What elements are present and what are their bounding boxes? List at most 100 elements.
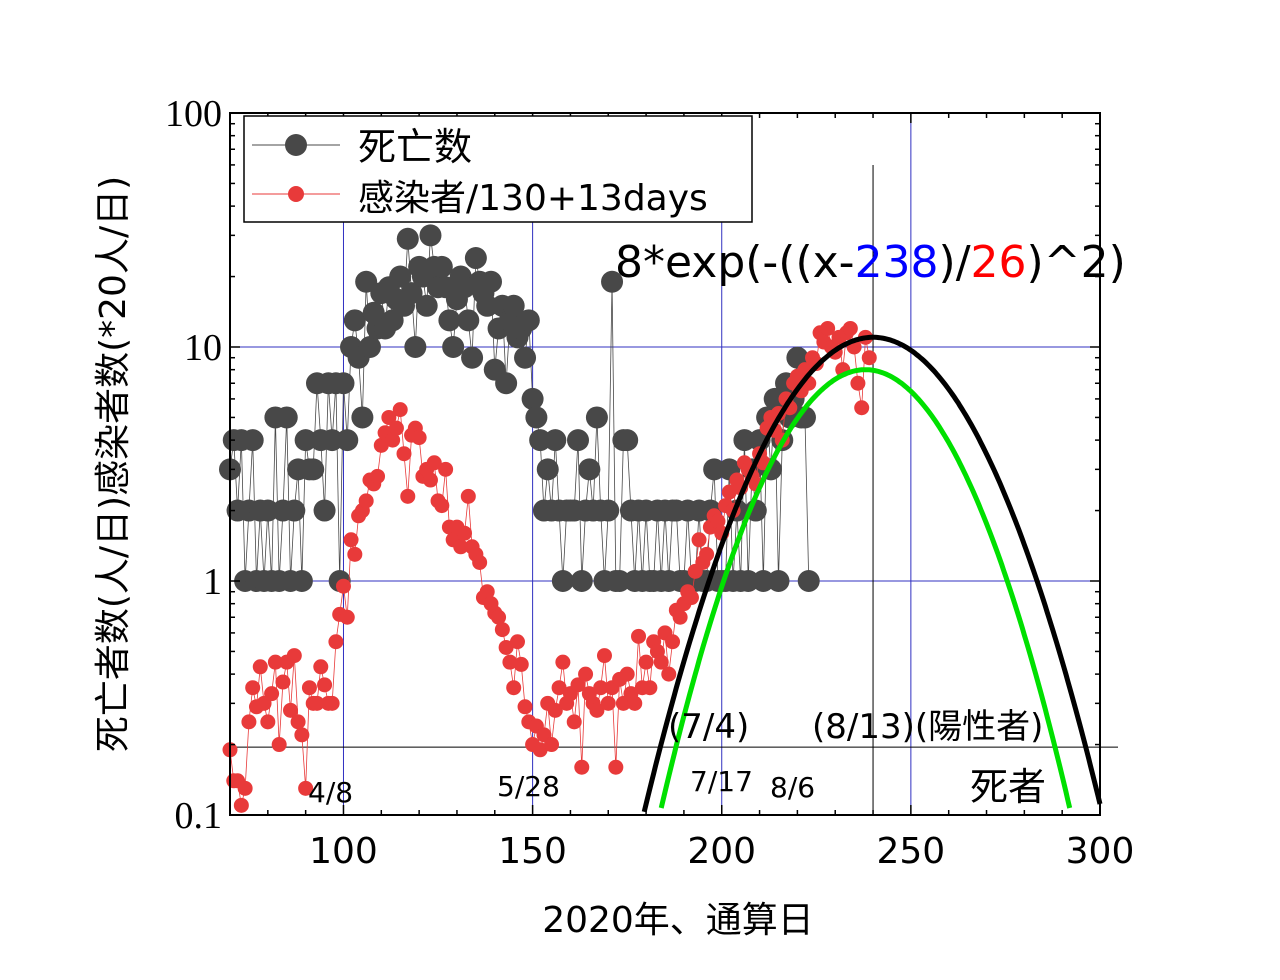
data-point bbox=[513, 656, 529, 672]
data-point bbox=[547, 702, 563, 718]
data-point bbox=[241, 429, 264, 452]
annotation-7-17: 7/17 bbox=[690, 765, 753, 798]
data-point bbox=[237, 780, 253, 796]
data-point bbox=[355, 270, 378, 293]
data-point bbox=[438, 461, 454, 477]
fit-curves bbox=[641, 334, 1103, 813]
data-point bbox=[241, 714, 257, 730]
data-point bbox=[600, 695, 616, 711]
data-point bbox=[373, 437, 389, 453]
data-point bbox=[324, 695, 340, 711]
data-point bbox=[842, 320, 858, 336]
y-tick-label: 100 bbox=[165, 93, 222, 135]
data-point bbox=[767, 570, 790, 592]
data-point bbox=[385, 432, 401, 448]
annotation-8-13: (8/13)(陽性者) bbox=[812, 707, 1043, 747]
data-point bbox=[392, 402, 408, 418]
data-point bbox=[763, 387, 786, 410]
data-point bbox=[388, 420, 404, 436]
data-point bbox=[294, 429, 317, 452]
data-point bbox=[404, 336, 427, 358]
data-point bbox=[544, 737, 560, 753]
data-point bbox=[419, 224, 442, 247]
data-point bbox=[589, 702, 605, 718]
legend-marker-infections bbox=[288, 186, 304, 202]
data-point bbox=[479, 584, 495, 600]
data-point bbox=[525, 406, 548, 429]
data-point bbox=[570, 677, 586, 693]
data-point bbox=[529, 429, 552, 452]
data-point bbox=[683, 590, 699, 606]
data-point bbox=[737, 570, 760, 592]
data-point bbox=[480, 270, 502, 293]
data-point bbox=[672, 609, 688, 625]
data-point bbox=[517, 309, 540, 332]
data-point bbox=[578, 458, 601, 481]
data-point bbox=[298, 780, 314, 796]
data-point bbox=[343, 309, 366, 332]
data-point bbox=[494, 622, 510, 638]
data-point bbox=[256, 499, 279, 522]
data-point bbox=[498, 639, 514, 655]
data-point bbox=[358, 493, 374, 509]
data-point bbox=[321, 429, 344, 452]
data-point bbox=[381, 409, 397, 425]
data-point bbox=[820, 320, 836, 336]
legend: 死亡数 感染者/130+13days bbox=[243, 115, 753, 223]
data-point bbox=[294, 727, 310, 743]
data-point bbox=[532, 742, 548, 758]
data-point bbox=[260, 714, 276, 730]
data-point bbox=[661, 666, 677, 682]
data-point bbox=[653, 654, 669, 670]
annotation-8-6: 8/6 bbox=[770, 771, 815, 804]
data-point bbox=[567, 429, 589, 452]
data-point bbox=[752, 570, 775, 592]
data-point bbox=[332, 372, 355, 395]
data-point bbox=[275, 674, 291, 690]
data-point bbox=[521, 387, 544, 410]
y-tick-label: 10 bbox=[184, 327, 222, 369]
data-point bbox=[797, 570, 820, 592]
data-point bbox=[336, 429, 359, 452]
annotation-4-8: 4/8 bbox=[308, 776, 353, 809]
y-tick-label: 1 bbox=[203, 561, 222, 603]
data-point bbox=[313, 659, 329, 675]
data-point bbox=[699, 546, 715, 562]
data-point bbox=[464, 247, 487, 270]
plot-frame bbox=[229, 112, 1101, 816]
data-point bbox=[608, 759, 624, 775]
legend-label-deaths: 死亡数 bbox=[358, 125, 472, 169]
data-point bbox=[585, 406, 608, 429]
data-point bbox=[570, 570, 593, 592]
data-point bbox=[551, 680, 567, 696]
data-point bbox=[665, 634, 681, 650]
data-point bbox=[430, 255, 453, 278]
data-point bbox=[502, 654, 518, 670]
annotation-7-4: (7/4) bbox=[668, 707, 749, 747]
data-point bbox=[301, 680, 317, 696]
data-point bbox=[616, 429, 639, 452]
data-point bbox=[733, 429, 756, 452]
data-point bbox=[335, 578, 351, 594]
fit-curve-green bbox=[658, 367, 1073, 809]
formula: 8*exp(-((x-238)/26)^2) bbox=[615, 237, 1126, 288]
data-point bbox=[721, 484, 737, 500]
data-point bbox=[351, 406, 374, 429]
data-point bbox=[476, 294, 499, 317]
data-point bbox=[517, 699, 533, 715]
data-point bbox=[593, 680, 609, 696]
data-point bbox=[290, 570, 313, 592]
y-axis-label: 死亡者数(人/日)感染者数(*20人/日) bbox=[93, 176, 134, 752]
data-point bbox=[252, 659, 268, 675]
data-point bbox=[233, 797, 249, 813]
data-point bbox=[555, 654, 571, 670]
data-point bbox=[347, 546, 363, 562]
data-point bbox=[328, 634, 344, 650]
data-point bbox=[271, 737, 287, 753]
data-point bbox=[850, 375, 866, 391]
data-point bbox=[495, 372, 518, 395]
data-point bbox=[309, 695, 325, 711]
data-point bbox=[411, 430, 427, 446]
x-tick-label: 300 bbox=[1066, 831, 1135, 872]
